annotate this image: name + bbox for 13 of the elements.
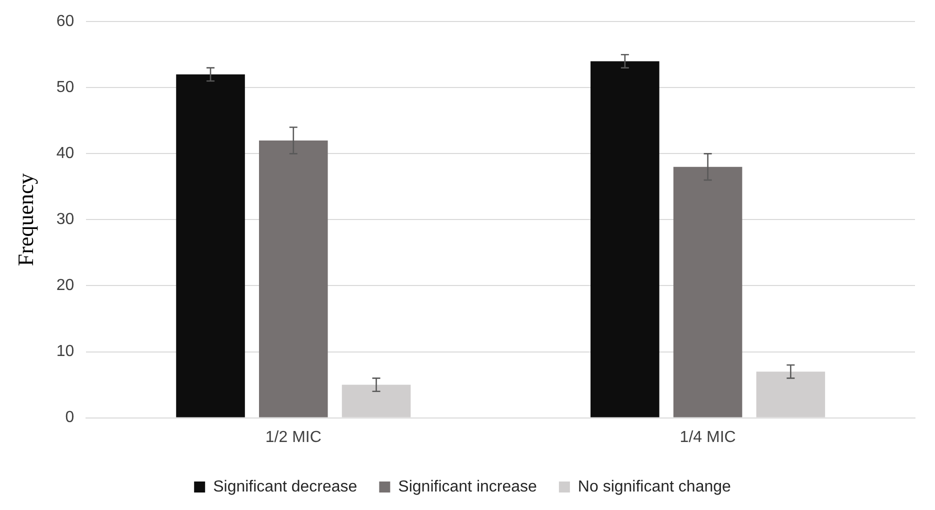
- legend-label: Significant decrease: [213, 478, 358, 496]
- y-tick-label: 30: [56, 211, 74, 228]
- y-tick-label: 40: [56, 145, 74, 162]
- y-tick-label: 10: [56, 343, 74, 360]
- legend-label: No significant change: [578, 478, 732, 496]
- y-tick-label: 60: [56, 13, 74, 30]
- y-axis-title: Frequency: [12, 173, 38, 266]
- y-tick-label: 0: [65, 409, 74, 426]
- x-tick-label: 1/2 MIC: [265, 428, 322, 446]
- y-tick-label: 50: [56, 79, 74, 96]
- x-tick-label: 1/4 MIC: [680, 428, 736, 446]
- y-tick-label: 20: [56, 277, 74, 294]
- legend-label: Significant increase: [398, 478, 538, 496]
